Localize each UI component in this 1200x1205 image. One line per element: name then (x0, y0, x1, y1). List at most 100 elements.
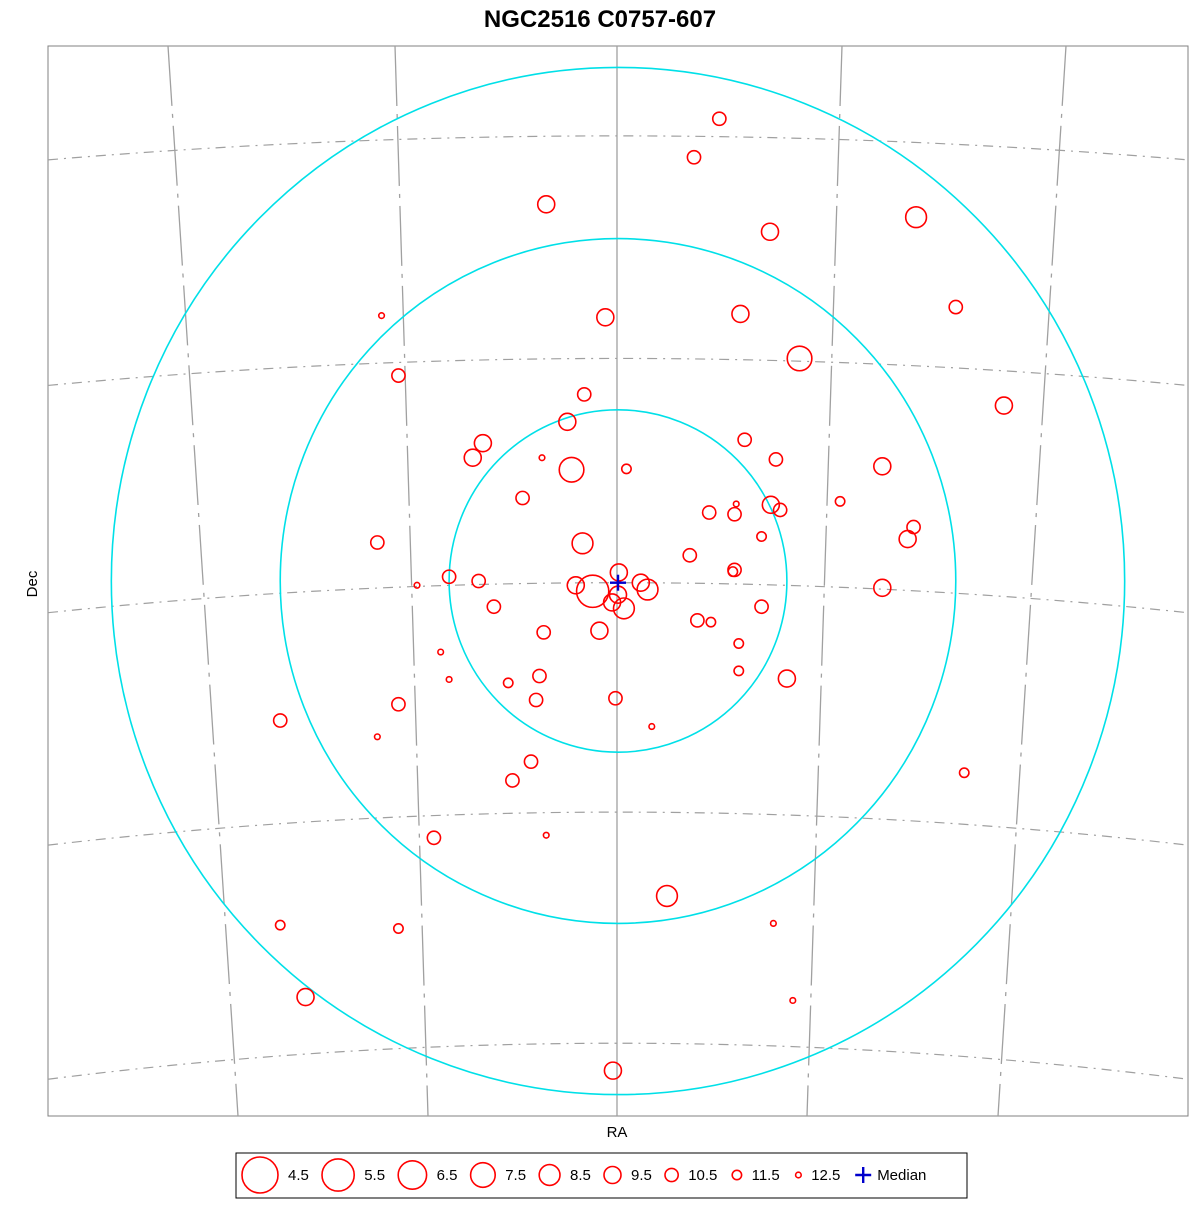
legend-label: 6.5 (437, 1167, 458, 1184)
star-marker (777, 669, 797, 688)
star-marker (873, 456, 892, 476)
star-marker (528, 692, 544, 708)
star-marker (441, 569, 457, 585)
star-marker (590, 621, 609, 640)
star-marker (648, 722, 656, 731)
legend-symbol (731, 1169, 743, 1181)
legend-label: 11.5 (752, 1167, 780, 1184)
ra-gridline (806, 45, 843, 1117)
star-marker (558, 412, 577, 432)
legend-label: 5.5 (364, 1167, 385, 1184)
star-marker (486, 599, 502, 615)
star-marker (296, 987, 315, 1007)
star-marker (426, 830, 442, 846)
star-marker (761, 495, 781, 515)
star-marker (727, 566, 739, 578)
star-marker (612, 597, 636, 620)
legend-label: 10.5 (688, 1167, 717, 1184)
star-marker (391, 696, 406, 712)
star-marker (391, 368, 406, 383)
star-marker (373, 733, 381, 741)
star-marker (631, 573, 651, 593)
star-markers (272, 111, 1014, 1080)
legend: 4.5 5.5 6.5 7.5 8.5 9.5 10.5 11.5 12.5 Median (235, 1152, 968, 1199)
star-marker (536, 195, 556, 214)
star-marker (603, 1061, 623, 1080)
coordinate-grid (47, 45, 1189, 1117)
legend-symbol (321, 1158, 356, 1192)
star-marker (532, 668, 547, 684)
star-marker (377, 312, 386, 320)
star-marker (523, 754, 539, 770)
star-marker (756, 530, 768, 542)
legend-label: 7.5 (505, 1167, 526, 1184)
star-marker (898, 529, 917, 549)
star-marker (655, 884, 679, 908)
star-marker (636, 578, 659, 601)
star-marker (768, 452, 784, 467)
star-marker (733, 665, 745, 677)
star-marker (575, 574, 610, 609)
star-marker (760, 222, 780, 242)
star-marker (786, 345, 813, 372)
ra-gridline (997, 45, 1067, 1117)
y-axis-label: Dec (24, 570, 41, 597)
star-marker (994, 396, 1014, 415)
star-marker (686, 149, 702, 165)
x-axis-label: RA (607, 1124, 628, 1141)
star-marker (413, 581, 421, 589)
legend-median-label: Median (877, 1167, 926, 1184)
star-marker (769, 919, 777, 928)
star-marker (463, 448, 483, 468)
star-marker (731, 304, 750, 324)
star-marker (705, 616, 717, 628)
dec-gridline (47, 135, 1189, 161)
star-marker (701, 505, 717, 520)
star-marker (689, 612, 705, 628)
star-marker (558, 456, 585, 483)
star-marker (737, 432, 753, 448)
radius-rings (110, 66, 1126, 1096)
star-marker (733, 637, 745, 649)
star-marker (274, 919, 286, 931)
star-marker (515, 490, 530, 506)
legend-box (235, 1152, 968, 1199)
chart-title: NGC2516 C0757-607 (483, 6, 717, 33)
legend-label: 8.5 (570, 1167, 591, 1184)
dec-gridline (47, 1042, 1189, 1080)
star-marker (538, 454, 546, 462)
radius-ring (279, 237, 957, 925)
star-marker (596, 308, 615, 327)
legend-symbol (469, 1161, 497, 1189)
legend-label: 4.5 (288, 1167, 309, 1184)
star-marker (272, 713, 288, 728)
legend-label: 12.5 (811, 1167, 840, 1184)
star-marker (471, 573, 487, 589)
star-marker (772, 502, 788, 518)
legend-symbol (397, 1160, 428, 1191)
star-marker (873, 578, 892, 598)
star-marker (608, 690, 623, 706)
median-marker (610, 574, 626, 591)
star-marker (473, 433, 493, 453)
star-marker (958, 767, 970, 779)
legend-symbol (794, 1171, 803, 1179)
ra-gridline (167, 45, 239, 1117)
star-marker (682, 547, 698, 563)
star-marker (576, 386, 592, 402)
star-marker (502, 677, 514, 689)
radius-ring (448, 408, 788, 753)
radius-ring (110, 66, 1126, 1096)
star-marker (711, 111, 727, 127)
legend-symbol (664, 1167, 679, 1183)
star-marker (445, 675, 453, 684)
star-marker (948, 299, 964, 315)
star-marker (904, 206, 928, 229)
legend-symbol (538, 1163, 561, 1187)
dec-gridline (47, 582, 1189, 614)
star-marker (789, 996, 797, 1005)
legend-label: 9.5 (631, 1167, 652, 1184)
dec-gridline (47, 811, 1189, 846)
star-marker (536, 624, 552, 640)
